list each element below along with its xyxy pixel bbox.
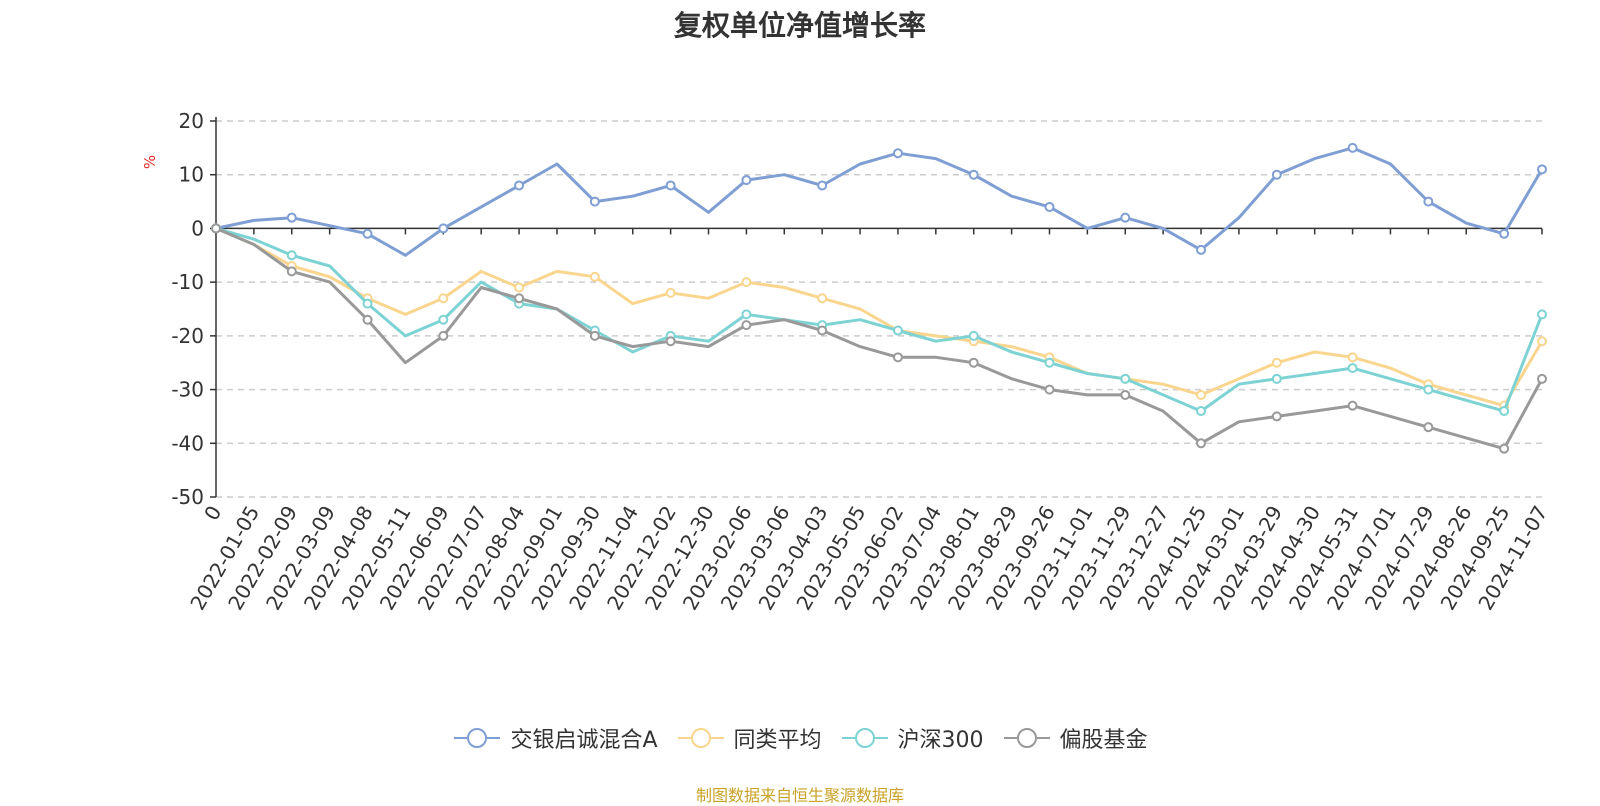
tick-labels: 20100-10-20-30-40-5002022-01-052022-02-0… xyxy=(171,109,1552,614)
data-point xyxy=(817,180,828,191)
data-point xyxy=(968,169,979,180)
data-point xyxy=(514,180,525,191)
data-point xyxy=(968,330,979,341)
data-point xyxy=(211,223,221,234)
legend-marker-icon xyxy=(454,728,501,748)
legend-item[interactable]: 沪深300 xyxy=(840,722,984,754)
legend-label: 交银启诚混合A xyxy=(510,728,658,753)
data-point xyxy=(589,196,600,207)
grid-lines xyxy=(216,120,1542,498)
data-point xyxy=(1347,142,1358,153)
data-point xyxy=(286,250,297,261)
data-point xyxy=(589,330,600,341)
data-point xyxy=(1423,196,1434,207)
data-point xyxy=(362,228,373,239)
series-line xyxy=(215,226,1544,413)
data-point xyxy=(741,277,752,288)
data-point xyxy=(514,282,525,293)
series-4 xyxy=(211,223,1547,454)
legend-label: 同类平均 xyxy=(733,728,822,753)
legend-label: 沪深300 xyxy=(897,728,984,753)
y-tick-label: -10 xyxy=(171,270,204,294)
data-point xyxy=(1271,169,1282,180)
data-point xyxy=(665,287,676,298)
data-point xyxy=(1499,443,1510,454)
source-note: 制图数据来自恒生聚源数据库 xyxy=(695,786,904,805)
data-point xyxy=(1120,389,1131,400)
data-point xyxy=(1537,164,1547,175)
data-point xyxy=(362,298,373,309)
data-point xyxy=(1271,373,1282,384)
data-point xyxy=(892,325,903,336)
data-point xyxy=(1499,406,1510,417)
data-point xyxy=(286,212,297,223)
data-point xyxy=(438,223,449,234)
data-point xyxy=(1196,244,1207,255)
data-point xyxy=(892,148,903,159)
data-point xyxy=(438,293,449,304)
data-point xyxy=(1196,389,1207,400)
legend-marker-icon xyxy=(841,728,888,748)
data-point xyxy=(968,357,979,368)
data-point xyxy=(1347,363,1358,374)
data-point xyxy=(817,325,828,336)
series-lines xyxy=(211,142,1547,454)
data-point xyxy=(1347,400,1358,411)
data-point xyxy=(892,352,903,363)
series-line xyxy=(215,227,1544,408)
data-point xyxy=(1044,357,1055,368)
y-tick-label: -40 xyxy=(171,431,204,455)
data-point xyxy=(1120,373,1131,384)
y-tick-label: 0 xyxy=(191,216,204,240)
x-tick-label: 0 xyxy=(199,502,226,525)
data-point xyxy=(741,309,752,320)
data-point xyxy=(589,271,600,282)
y-tick-label: 10 xyxy=(179,163,204,187)
data-point xyxy=(1196,438,1207,449)
legend-marker-icon xyxy=(1003,728,1050,748)
data-point xyxy=(1423,422,1434,433)
data-point xyxy=(741,320,752,331)
data-point xyxy=(438,314,449,325)
data-point xyxy=(1120,212,1131,223)
data-point xyxy=(1196,406,1207,417)
data-point xyxy=(817,293,828,304)
data-point xyxy=(362,314,373,325)
data-point xyxy=(438,330,449,341)
legend-item[interactable]: 同类平均 xyxy=(676,722,822,754)
y-tick-label: -20 xyxy=(171,324,204,348)
legend-label: 偏股基金 xyxy=(1059,728,1148,753)
data-point xyxy=(1423,384,1434,395)
data-point xyxy=(286,266,297,277)
data-point xyxy=(1044,384,1055,395)
data-point xyxy=(1499,228,1510,239)
chart-title: 复权单位净值增长率 xyxy=(673,9,926,42)
y-tick-label: 20 xyxy=(179,109,204,133)
data-point xyxy=(1347,352,1358,363)
data-point xyxy=(1537,373,1547,384)
legend-marker-icon xyxy=(677,728,724,748)
data-point xyxy=(665,336,676,347)
series-line xyxy=(215,146,1544,257)
legend-item[interactable]: 交银启诚混合A xyxy=(452,722,658,754)
series-1 xyxy=(211,142,1547,257)
series-line xyxy=(215,227,1544,451)
y-tick-label: -30 xyxy=(171,378,204,402)
legend-item[interactable]: 偏股基金 xyxy=(1002,722,1148,754)
y-axis-unit-label: % xyxy=(141,155,159,169)
data-point xyxy=(1271,357,1282,368)
data-point xyxy=(1537,309,1547,320)
data-point xyxy=(1271,411,1282,422)
data-point xyxy=(1537,336,1547,347)
data-point xyxy=(665,180,676,191)
y-tick-label: -50 xyxy=(171,485,204,509)
data-point xyxy=(514,293,525,304)
legend: 交银启诚混合A 同类平均 沪深300 偏股基金 xyxy=(0,722,1600,754)
data-point xyxy=(741,175,752,186)
data-point xyxy=(1044,201,1055,212)
